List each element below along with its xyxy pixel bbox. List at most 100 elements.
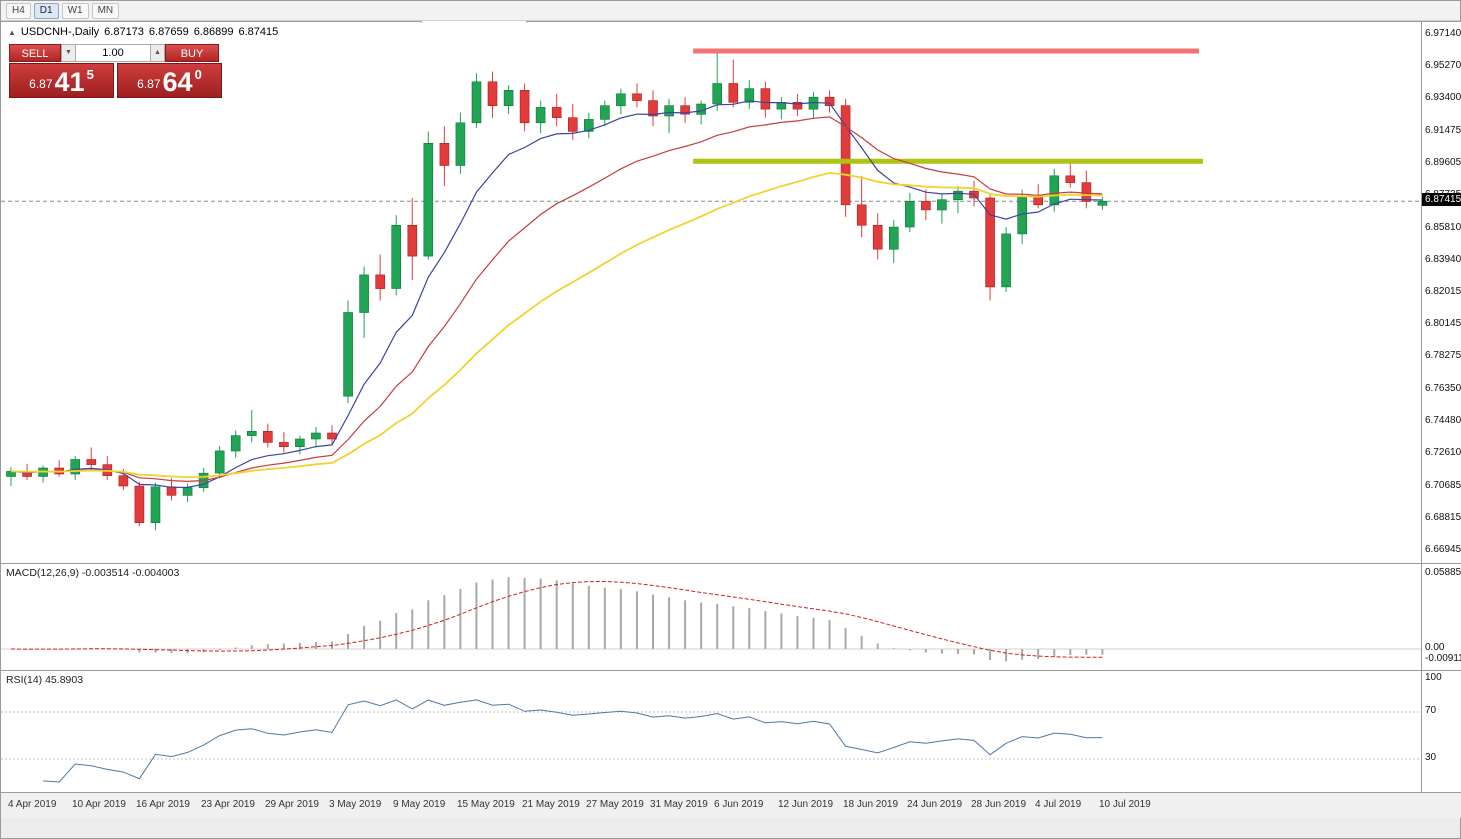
price-axis-label: 6.72610 — [1425, 447, 1461, 458]
date-axis-label: 28 Jun 2019 — [971, 799, 1027, 810]
candle — [1049, 175, 1060, 206]
buy-price-sup: 0 — [194, 67, 202, 82]
price-axis-label: 6.74480 — [1425, 415, 1461, 426]
candle — [985, 197, 995, 288]
ohlc-open: 6.87173 — [104, 26, 144, 38]
macd-axis-zero: 0.00 — [1425, 642, 1445, 653]
price-axis-label: 6.95270 — [1425, 60, 1461, 71]
date-axis-label: 15 May 2019 — [457, 799, 515, 810]
candle — [86, 459, 97, 465]
rsi-line — [43, 699, 1103, 783]
sell-button[interactable]: SELL — [9, 44, 61, 62]
timeframe-button-d1[interactable]: D1 — [33, 2, 59, 19]
candle — [70, 459, 80, 475]
candle — [648, 100, 658, 117]
price-axis-label: 6.80145 — [1425, 318, 1461, 329]
current-price-label: 6.87415 — [1422, 193, 1461, 206]
date-axis-label: 10 Apr 2019 — [72, 799, 126, 810]
candle — [247, 430, 257, 436]
date-axis-label: 18 Jun 2019 — [843, 799, 899, 810]
timeframe-button-w1[interactable]: W1 — [61, 2, 89, 19]
macd-chart — [1, 577, 1421, 662]
candle — [872, 225, 883, 250]
price-axis-label: 6.78275 — [1425, 350, 1461, 361]
candle — [311, 432, 321, 440]
price-axis-label: 6.68815 — [1425, 512, 1461, 523]
candle — [359, 274, 369, 313]
price-axis-label: 6.82015 — [1425, 286, 1461, 297]
date-axis-label: 3 May 2019 — [329, 799, 382, 810]
candle — [134, 485, 145, 524]
price-axis-label: 6.97140 — [1425, 28, 1461, 39]
ma-slow-line — [10, 171, 1103, 479]
candle — [471, 81, 482, 124]
candle — [214, 450, 225, 474]
candle — [888, 226, 899, 250]
rsi-axis-30: 30 — [1425, 752, 1437, 763]
sell-price-button[interactable]: 6.87 41 5 — [9, 63, 114, 98]
date-axis-label: 31 May 2019 — [650, 799, 708, 810]
candle — [118, 475, 129, 487]
candle — [182, 487, 193, 496]
date-axis-label: 4 Jul 2019 — [1035, 799, 1082, 810]
candle — [664, 105, 674, 117]
candle — [535, 107, 546, 124]
rsi-axis: 100 70 30 — [1421, 671, 1461, 792]
candle — [856, 204, 867, 226]
candle — [166, 486, 177, 496]
candle — [1065, 175, 1076, 183]
date-axis-label: 21 May 2019 — [522, 799, 580, 810]
candle — [567, 117, 578, 132]
candle — [904, 201, 915, 228]
sell-price-prefix: 6.87 — [29, 77, 53, 91]
candle — [551, 107, 562, 119]
candle — [150, 486, 161, 523]
macd-panel: MACD(12,26,9) -0.003514 -0.004003 0.0588… — [1, 563, 1461, 670]
candle — [375, 274, 386, 289]
candle — [295, 438, 305, 447]
date-axis-label: 12 Jun 2019 — [778, 799, 834, 810]
chart-symbol: USDCNH-,Daily — [20, 26, 100, 38]
volume-input[interactable] — [76, 44, 150, 62]
top-toolbar: H4 D1 W1 MN — [1, 1, 1460, 21]
candle — [840, 105, 851, 206]
rsi-axis-100: 100 — [1425, 672, 1442, 683]
buy-button[interactable]: BUY — [165, 44, 219, 62]
price-axis-label: 6.89605 — [1425, 157, 1461, 168]
price-axis-label: 6.85810 — [1425, 222, 1461, 233]
buy-price-button[interactable]: 6.87 64 0 — [117, 63, 222, 98]
candle — [279, 442, 289, 447]
candle — [937, 199, 947, 211]
candle — [760, 88, 771, 110]
date-axis-label: 24 Jun 2019 — [907, 799, 963, 810]
date-axis-label: 16 Apr 2019 — [136, 799, 190, 810]
candle — [519, 90, 530, 124]
candlestick-chart[interactable] — [1, 23, 1422, 563]
rsi-header: RSI(14) 45.8903 — [6, 674, 84, 686]
macd-axis-max: 0.058851 — [1425, 567, 1461, 578]
chart-ohlc-header: ▲ USDCNH-,Daily 6.87173 6.87659 6.86899 6.874… — [8, 26, 283, 38]
volume-increment-button[interactable]: ▲ — [150, 44, 165, 62]
candle — [953, 190, 963, 200]
candle — [262, 430, 273, 443]
candle — [583, 119, 594, 132]
candle — [343, 312, 353, 397]
volume-decrement-button[interactable]: ▼ — [61, 44, 76, 62]
candle — [792, 102, 803, 110]
candle — [824, 96, 835, 106]
buy-price-big: 64 — [162, 67, 193, 97]
timeframe-button-h4[interactable]: H4 — [6, 2, 31, 19]
timeframe-button-mn[interactable]: MN — [91, 2, 120, 19]
candle — [230, 435, 241, 452]
main-chart-panel: ▲ USDCNH-,Daily 6.87173 6.87659 6.86899 6.874… — [1, 21, 1461, 563]
candle — [616, 93, 626, 107]
date-axis-label: 9 May 2019 — [393, 799, 446, 810]
sell-price-sup: 5 — [86, 67, 94, 82]
price-axis-label: 6.66945 — [1425, 544, 1461, 555]
candle — [391, 225, 402, 289]
ohlc-low: 6.86899 — [193, 26, 234, 38]
candle — [600, 105, 610, 120]
candle — [1001, 233, 1011, 288]
sell-price-big: 41 — [54, 67, 85, 97]
candle — [921, 201, 931, 211]
